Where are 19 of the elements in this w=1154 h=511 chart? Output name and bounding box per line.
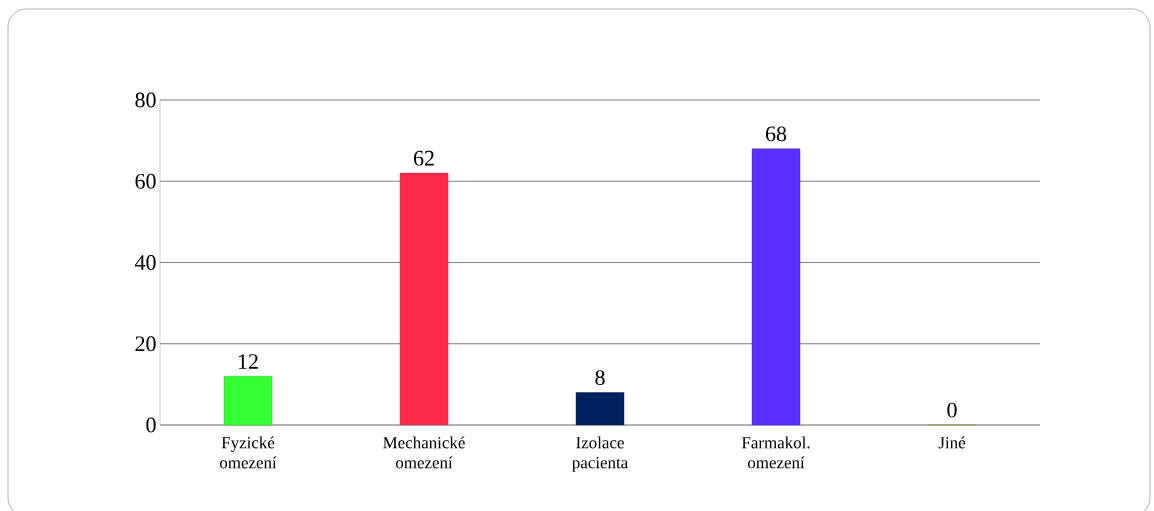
- y-tick-label: 40: [135, 255, 156, 270]
- x-tick-label: Mechanické omezení: [383, 436, 465, 469]
- data-label: 0: [947, 402, 957, 418]
- y-tick-label: 20: [135, 336, 156, 352]
- bar: [223, 376, 273, 426]
- bar: [399, 172, 449, 426]
- x-tick-label: Jiné: [938, 436, 966, 449]
- x-tick-label: Izolace pacienta: [572, 436, 628, 472]
- x-tick-label: Fyzické omezení: [219, 436, 277, 469]
- data-label: 68: [765, 126, 787, 142]
- data-label: 8: [595, 370, 605, 385]
- data-label: 12: [238, 354, 258, 369]
- x-tick-label: Farmakol. omezení: [741, 436, 810, 469]
- data-label: 62: [413, 150, 434, 166]
- y-tick-label: 80: [135, 92, 156, 108]
- bar: [575, 392, 625, 426]
- y-tick-label: 60: [135, 173, 156, 189]
- y-tick-label: 0: [146, 417, 156, 433]
- bar: [751, 148, 801, 426]
